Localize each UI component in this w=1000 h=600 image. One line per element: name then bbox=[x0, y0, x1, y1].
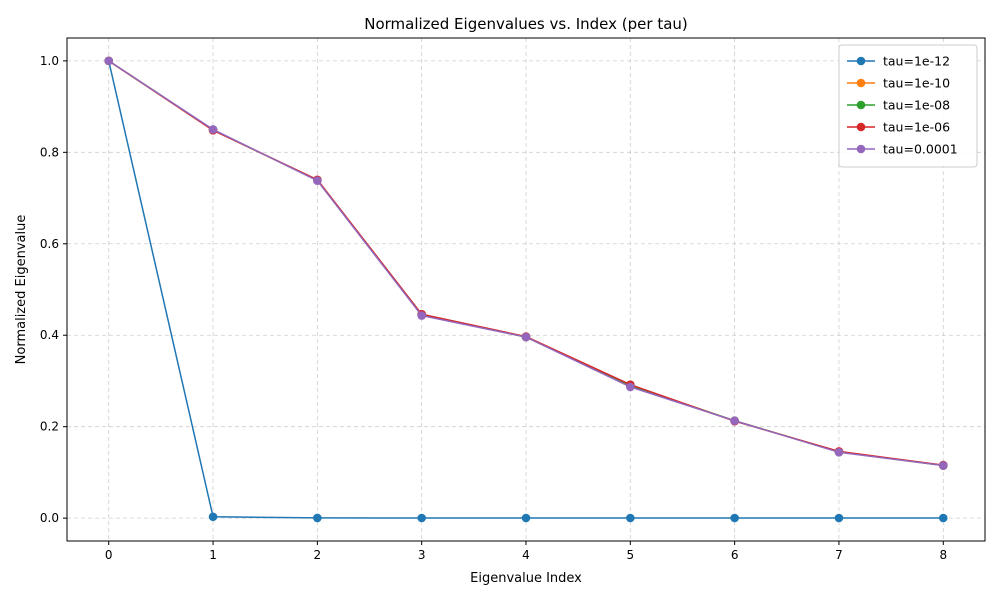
legend-label: tau=1e-10 bbox=[883, 76, 950, 91]
legend-swatch-marker bbox=[856, 56, 866, 66]
legend-item: tau=1e-12 bbox=[847, 54, 950, 69]
legend: tau=1e-12 tau=1e-10 tau=1e-08 tau=1e-06 tau=… bbox=[838, 44, 978, 168]
data-point bbox=[938, 513, 948, 523]
x-tick-label: 4 bbox=[522, 548, 530, 562]
data-point bbox=[417, 513, 426, 523]
legend-label: tau=1e-06 bbox=[883, 120, 950, 135]
series-tau=0.0001 bbox=[104, 56, 948, 470]
series-lines bbox=[104, 56, 948, 523]
legend-swatch-marker bbox=[856, 122, 866, 132]
x-tick-label: 2 bbox=[314, 548, 322, 562]
data-point bbox=[521, 332, 531, 342]
legend-item: tau=1e-10 bbox=[847, 76, 950, 91]
data-point bbox=[626, 513, 635, 523]
y-axis-label: Normalized Eigenvalue bbox=[14, 215, 29, 365]
legend-label: tau=0.0001 bbox=[883, 142, 958, 157]
y-tick-label: 0.6 bbox=[40, 237, 59, 251]
legend-frame bbox=[838, 44, 978, 168]
data-point bbox=[834, 513, 844, 523]
legend-item: tau=1e-08 bbox=[847, 98, 950, 113]
y-tick-label: 0.8 bbox=[40, 145, 59, 159]
data-point bbox=[938, 461, 948, 470]
data-point bbox=[730, 416, 739, 426]
series-tau=1e-12 bbox=[104, 56, 948, 523]
x-tick-label: 0 bbox=[105, 548, 113, 562]
x-tick-label: 7 bbox=[835, 548, 843, 562]
legend-swatch-marker bbox=[856, 144, 866, 154]
legend-swatch-marker bbox=[856, 100, 866, 110]
data-point bbox=[730, 513, 739, 523]
chart-title: Normalized Eigenvalues vs. Index (per ta… bbox=[364, 15, 688, 33]
x-tick-label: 5 bbox=[626, 548, 634, 562]
legend-label: tau=1e-12 bbox=[883, 54, 950, 69]
x-tick-label: 3 bbox=[418, 548, 426, 562]
data-point bbox=[626, 382, 635, 392]
legend-label: tau=1e-08 bbox=[883, 98, 950, 113]
y-tick-label: 0.2 bbox=[40, 420, 59, 434]
legend-swatch-marker bbox=[856, 78, 866, 88]
y-tick-label: 1.0 bbox=[40, 54, 59, 68]
axes: 0 1 2 3 4 5 6 7 8 0.0 0.2 0.4 0.6 0.8 1.0 bbox=[40, 54, 947, 562]
data-point bbox=[521, 513, 531, 523]
data-point bbox=[208, 512, 218, 522]
x-axis-label: Eigenvalue Index bbox=[470, 571, 582, 586]
x-tick-label: 8 bbox=[939, 548, 947, 562]
x-tick-label: 6 bbox=[731, 548, 739, 562]
y-tick-label: 0.4 bbox=[40, 328, 59, 342]
x-tick-label: 1 bbox=[209, 548, 217, 562]
legend-item: tau=0.0001 bbox=[847, 142, 958, 157]
data-point bbox=[208, 125, 218, 134]
data-point bbox=[834, 447, 844, 457]
data-point bbox=[313, 513, 322, 523]
data-point bbox=[417, 311, 426, 320]
y-tick-label: 0.0 bbox=[40, 511, 59, 525]
data-point bbox=[313, 176, 322, 185]
legend-item: tau=1e-06 bbox=[847, 120, 950, 135]
data-point bbox=[104, 56, 114, 66]
